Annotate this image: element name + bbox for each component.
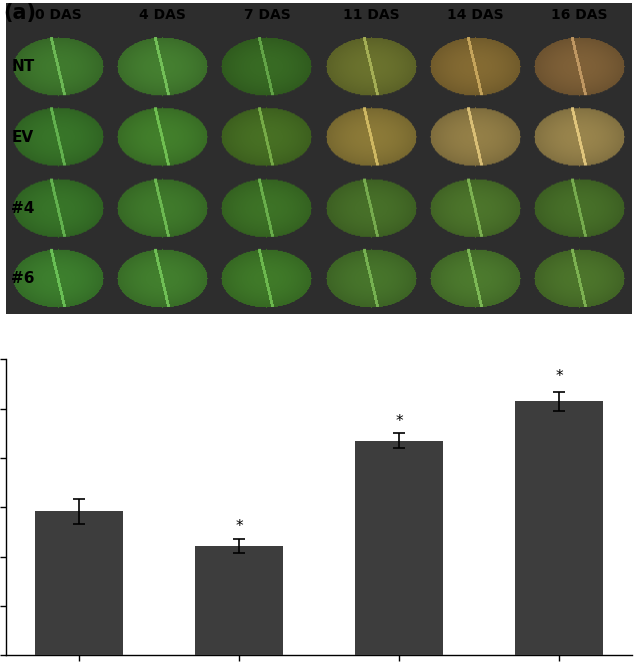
Text: *: *: [555, 369, 563, 384]
Text: *: *: [235, 518, 242, 534]
Text: *: *: [396, 414, 403, 428]
Text: #4: #4: [11, 201, 34, 216]
Text: (a): (a): [3, 3, 36, 23]
Text: 16 DAS: 16 DAS: [551, 9, 608, 23]
Bar: [515, 401, 603, 655]
Bar: [195, 546, 283, 655]
Text: 11 DAS: 11 DAS: [343, 9, 399, 23]
Text: 7 DAS: 7 DAS: [244, 9, 290, 23]
Text: #6: #6: [11, 271, 35, 286]
Text: 14 DAS: 14 DAS: [447, 9, 503, 23]
Text: EV: EV: [11, 130, 33, 145]
Text: NT: NT: [11, 59, 34, 74]
Bar: [35, 511, 123, 655]
Text: 4 DAS: 4 DAS: [139, 9, 186, 23]
Bar: [355, 441, 443, 655]
Text: 0 DAS: 0 DAS: [35, 9, 82, 23]
